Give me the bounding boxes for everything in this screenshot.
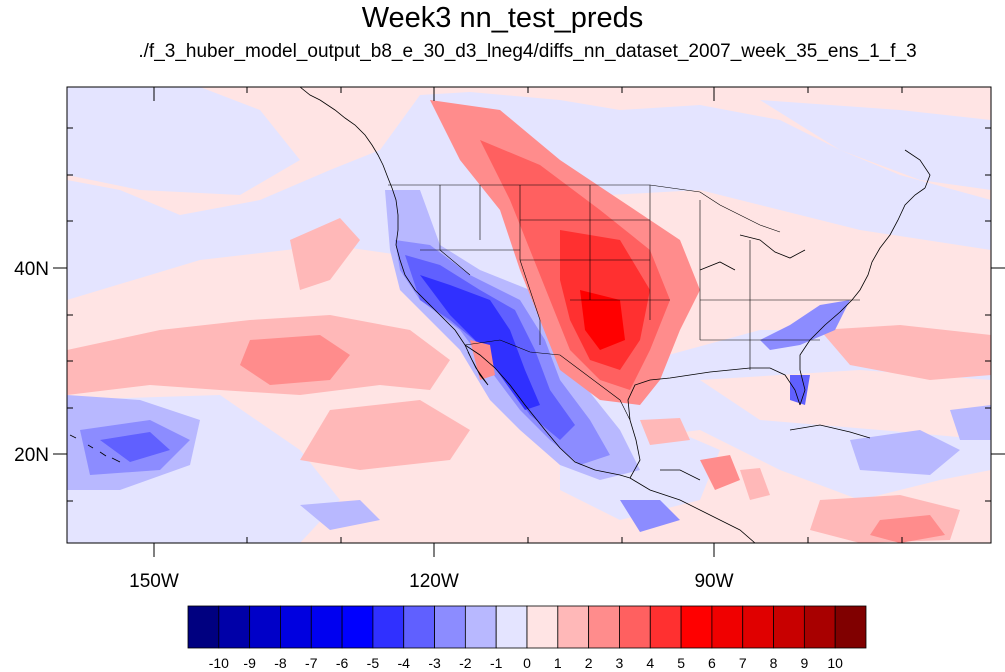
lon-label-120w: 120W <box>409 571 459 592</box>
colorbar-label: 9 <box>800 655 808 671</box>
colorbar-label: -9 <box>243 655 256 671</box>
lon-label-150w: 150W <box>129 571 179 592</box>
colorbar-label: 1 <box>554 655 562 671</box>
field-pink-core <box>240 335 945 543</box>
colorbar-label: -3 <box>428 655 441 671</box>
plot-title: Week3 nn_test_preds <box>361 2 644 34</box>
colorbar-label: -2 <box>459 655 472 671</box>
colorbar-swatch <box>187 605 220 649</box>
colorbar-swatch <box>280 605 312 649</box>
colorbar-label: -7 <box>305 655 318 671</box>
colorbar-swatch <box>834 605 867 649</box>
colorbar-swatch <box>434 605 466 649</box>
colorbar-swatch <box>742 605 774 649</box>
colorbar-label: 7 <box>739 655 747 671</box>
colorbar-swatch <box>249 605 281 649</box>
colorbar-label: 2 <box>585 655 593 671</box>
field-gulf-patches <box>640 418 770 500</box>
colorbar-swatch <box>803 605 836 649</box>
colorbar-label: -1 <box>490 655 503 671</box>
plot-subtitle: ./f_3_huber_model_output_b8_e_30_d3_lneg… <box>138 41 917 62</box>
lon-label-90w: 90W <box>694 571 733 592</box>
colorbar-label: 0 <box>523 655 531 671</box>
colorbar-label: -4 <box>398 655 411 671</box>
field-pink-band <box>67 218 991 543</box>
colorbar-label: -5 <box>367 655 380 671</box>
colorbar-swatch <box>619 605 651 649</box>
colorbar-label: -10 <box>209 655 229 671</box>
colorbar-swatch <box>495 605 528 649</box>
colorbar-labels: -10 -9 -8 -7 -6 -5 -4 -3 -2 -1 0 1 2 3 4 5 6 7 8 9 10 <box>209 655 843 671</box>
major-ticks <box>53 87 1005 557</box>
colorbar <box>187 605 867 649</box>
lat-label-40n: 40N <box>14 259 49 280</box>
colorbar-label: -6 <box>336 655 349 671</box>
colorbar-label: 4 <box>646 655 654 671</box>
field-plains-positive <box>430 100 700 405</box>
colorbar-swatch <box>557 605 590 649</box>
colorbar-swatch <box>588 605 620 649</box>
coastlines <box>69 87 931 543</box>
colorbar-swatch <box>464 605 497 649</box>
colorbar-label: 8 <box>770 655 778 671</box>
colorbar-swatch <box>310 605 343 649</box>
borders <box>388 184 860 421</box>
colorbar-label: 3 <box>616 655 624 671</box>
colorbar-swatch <box>372 605 405 649</box>
colorbar-swatch <box>649 605 682 649</box>
colorbar-swatch <box>218 605 251 649</box>
colorbar-label: 5 <box>677 655 685 671</box>
lat-label-20n: 20N <box>14 445 49 466</box>
colorbar-label: 6 <box>708 655 716 671</box>
colorbar-label: 10 <box>827 655 843 671</box>
colorbar-swatch <box>711 605 744 649</box>
colorbar-swatch <box>773 605 805 649</box>
colorbar-swatch <box>526 605 559 649</box>
colorbar-swatch <box>680 605 713 649</box>
field-blue-patches <box>67 395 991 532</box>
colorbar-swatch <box>341 605 374 649</box>
minor-ticks <box>67 87 991 543</box>
colorbar-label: -8 <box>274 655 287 671</box>
map-field <box>67 87 991 543</box>
colorbar-swatch <box>403 605 435 649</box>
